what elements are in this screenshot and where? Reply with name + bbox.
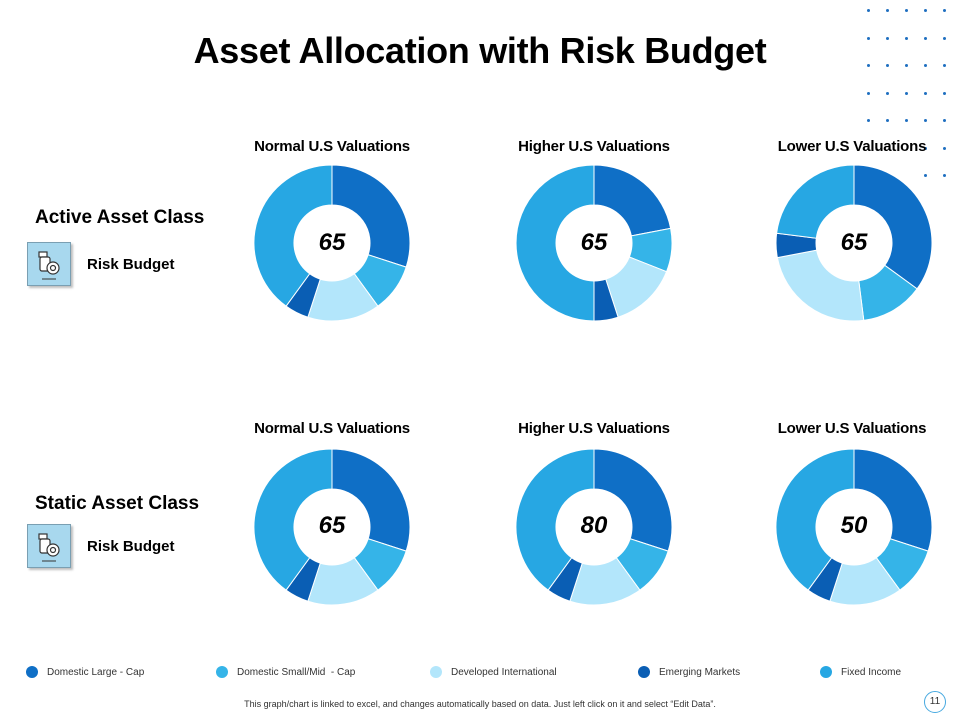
chart-title: Normal U.S Valuations bbox=[254, 138, 410, 155]
legend-label: Fixed Income bbox=[841, 666, 902, 678]
legend-item: Emerging Markets bbox=[638, 664, 740, 680]
risk-budget-label: Risk Budget bbox=[87, 256, 175, 273]
legend-item: Domestic Large - Cap bbox=[26, 664, 144, 680]
risk-budget-icon bbox=[27, 242, 71, 286]
donut-slice-fixed-income bbox=[253, 164, 333, 307]
donut-center-value: 65 bbox=[840, 229, 868, 256]
decorative-dot-grid bbox=[864, 6, 960, 182]
decorative-dot bbox=[924, 91, 927, 95]
decorative-dot bbox=[867, 36, 870, 40]
decorative-dot bbox=[943, 174, 946, 177]
decorative-dot bbox=[924, 36, 927, 40]
legend-item: Fixed Income bbox=[820, 664, 901, 680]
donut-slice-fixed-income bbox=[775, 448, 855, 591]
decorative-dot bbox=[943, 36, 946, 40]
risk-budget-label: Risk Budget bbox=[87, 538, 175, 555]
decorative-dot bbox=[905, 9, 908, 12]
donut-center-value: 50 bbox=[840, 512, 868, 539]
donut-slice-fixed-income bbox=[253, 448, 333, 591]
decorative-dot bbox=[924, 119, 927, 122]
decorative-dot bbox=[905, 119, 908, 122]
decorative-dot bbox=[943, 91, 946, 95]
decorative-dot bbox=[886, 9, 889, 12]
footnote: This graph/chart is linked to excel, and… bbox=[244, 699, 716, 709]
decorative-dot bbox=[905, 36, 908, 40]
donut-slice-domestic-large-cap bbox=[853, 448, 933, 552]
chart-title: Higher U.S Valuations bbox=[518, 138, 670, 155]
legend-item: Domestic Small/Mid - Cap bbox=[216, 664, 355, 680]
donut-center-value: 65 bbox=[318, 512, 346, 539]
chart-title: Higher U.S Valuations bbox=[518, 420, 670, 437]
decorative-dot bbox=[867, 119, 870, 122]
decorative-dot bbox=[886, 64, 889, 67]
page-title: Asset Allocation with Risk Budget bbox=[193, 30, 767, 71]
legend-item: Developed International bbox=[430, 664, 557, 680]
decorative-dot bbox=[943, 9, 946, 12]
legend-label: Emerging Markets bbox=[659, 666, 741, 678]
chart-title: Lower U.S Valuations bbox=[777, 138, 927, 155]
decorative-dot bbox=[886, 119, 889, 122]
donut-slice-fixed-income bbox=[515, 164, 595, 322]
decorative-dot bbox=[905, 64, 908, 67]
decorative-dot bbox=[943, 64, 946, 67]
donut-center-value: 65 bbox=[580, 229, 608, 256]
donut-slice-domestic-large-cap bbox=[331, 448, 411, 552]
decorative-dot bbox=[867, 9, 870, 12]
donut-chart bbox=[775, 164, 933, 322]
donut-chart bbox=[515, 164, 673, 322]
legend-swatch bbox=[430, 666, 442, 678]
donut-slice-domestic-large-cap bbox=[331, 164, 411, 268]
donut-slice-fixed-income bbox=[776, 164, 855, 239]
donut-slice-domestic-large-cap bbox=[593, 448, 673, 552]
donut-center-value: 80 bbox=[580, 512, 608, 539]
decorative-dot bbox=[924, 9, 927, 12]
decorative-dot bbox=[924, 64, 927, 67]
decorative-dot bbox=[867, 64, 870, 67]
donut-slice-fixed-income bbox=[515, 448, 595, 591]
decorative-dot bbox=[905, 91, 908, 95]
donut-chart bbox=[253, 164, 411, 322]
legend-label: Domestic Large - Cap bbox=[47, 666, 145, 678]
row-title-static: Static Asset Class bbox=[35, 493, 200, 514]
legend-swatch bbox=[26, 666, 38, 678]
legend-label: Domestic Small/Mid - Cap bbox=[237, 666, 356, 678]
legend-swatch bbox=[216, 666, 228, 678]
donut-chart bbox=[775, 448, 933, 606]
donut-center-value: 65 bbox=[318, 229, 346, 256]
donut-chart bbox=[515, 448, 673, 606]
legend-swatch bbox=[820, 666, 832, 678]
donut-slice-domestic-large-cap bbox=[853, 164, 933, 290]
page-number: 11 bbox=[924, 691, 946, 713]
donut-slice-domestic-large-cap bbox=[593, 164, 672, 237]
legend-swatch bbox=[638, 666, 650, 678]
decorative-dot bbox=[886, 36, 889, 40]
donut-slice-developed-international bbox=[776, 249, 865, 322]
risk-budget-icon bbox=[27, 524, 71, 568]
decorative-dot bbox=[943, 119, 946, 122]
decorative-dot bbox=[943, 146, 946, 150]
decorative-dot bbox=[867, 91, 870, 95]
chart-title: Lower U.S Valuations bbox=[777, 420, 927, 437]
chart-title: Normal U.S Valuations bbox=[254, 420, 410, 437]
legend-label: Developed International bbox=[451, 666, 557, 678]
decorative-dot bbox=[924, 174, 927, 177]
row-title-active: Active Asset Class bbox=[35, 207, 205, 228]
decorative-dot bbox=[924, 146, 927, 150]
donut-chart bbox=[253, 448, 411, 606]
decorative-dot bbox=[886, 91, 889, 95]
